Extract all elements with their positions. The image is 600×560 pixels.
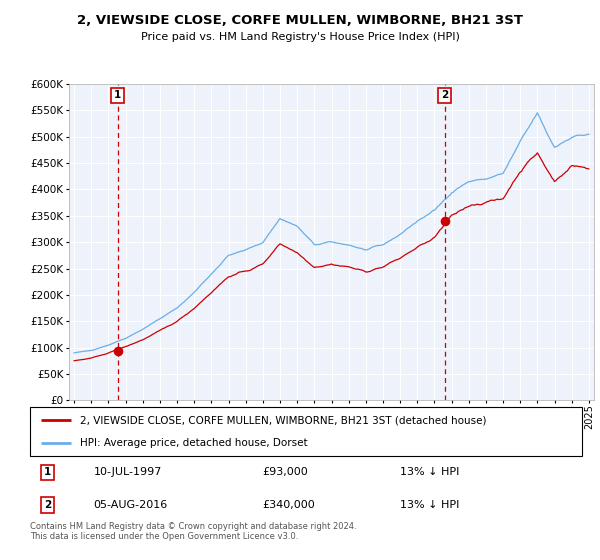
Text: 2: 2 <box>441 90 448 100</box>
Text: Contains HM Land Registry data © Crown copyright and database right 2024.
This d: Contains HM Land Registry data © Crown c… <box>30 522 356 542</box>
Text: 1: 1 <box>44 467 51 477</box>
Text: £340,000: £340,000 <box>262 500 314 510</box>
Text: 13% ↓ HPI: 13% ↓ HPI <box>400 500 459 510</box>
Text: 2: 2 <box>44 500 51 510</box>
Text: 2, VIEWSIDE CLOSE, CORFE MULLEN, WIMBORNE, BH21 3ST (detached house): 2, VIEWSIDE CLOSE, CORFE MULLEN, WIMBORN… <box>80 416 486 426</box>
Text: 13% ↓ HPI: 13% ↓ HPI <box>400 467 459 477</box>
Text: 2, VIEWSIDE CLOSE, CORFE MULLEN, WIMBORNE, BH21 3ST: 2, VIEWSIDE CLOSE, CORFE MULLEN, WIMBORN… <box>77 14 523 27</box>
Text: 10-JUL-1997: 10-JUL-1997 <box>94 467 162 477</box>
Text: £93,000: £93,000 <box>262 467 308 477</box>
Text: 1: 1 <box>114 90 121 100</box>
Text: 05-AUG-2016: 05-AUG-2016 <box>94 500 168 510</box>
Text: HPI: Average price, detached house, Dorset: HPI: Average price, detached house, Dors… <box>80 438 307 448</box>
Point <box>440 217 449 226</box>
Text: Price paid vs. HM Land Registry's House Price Index (HPI): Price paid vs. HM Land Registry's House … <box>140 32 460 43</box>
Point <box>113 347 122 356</box>
